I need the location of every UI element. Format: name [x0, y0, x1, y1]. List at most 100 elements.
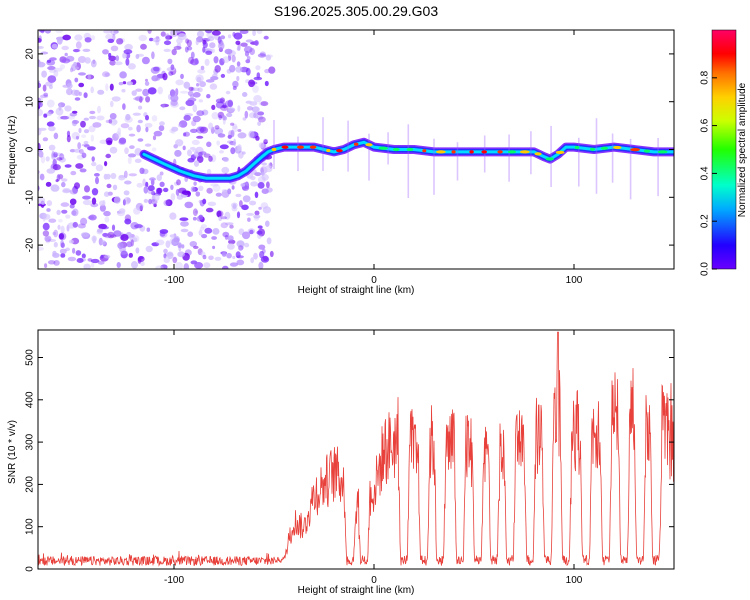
noise-speckle: [159, 121, 165, 126]
ridge-hotspot: [378, 146, 388, 150]
noise-speckle: [232, 255, 236, 260]
noise-speckle: [265, 54, 272, 61]
noise-speckle: [55, 107, 64, 116]
noise-speckle: [105, 119, 112, 124]
noise-speckle: [230, 147, 236, 155]
colorbar-tick-label: 0.4: [700, 166, 711, 180]
noise-speckle: [147, 30, 152, 34]
noise-speckle: [87, 146, 96, 151]
noise-speckle: [38, 169, 40, 174]
noise-speckle: [231, 205, 238, 212]
noise-speckle: [128, 252, 133, 258]
noise-speckle: [193, 181, 197, 186]
noise-speckle: [123, 197, 131, 205]
noise-speckle: [192, 104, 198, 113]
noise-speckle: [104, 72, 111, 77]
noise-speckle: [253, 214, 261, 219]
noise-speckle: [153, 66, 160, 72]
ridge-hotspot: [469, 150, 474, 154]
noise-speckle: [196, 83, 200, 87]
noise-speckle: [119, 250, 128, 255]
noise-speckle: [211, 236, 218, 240]
noise-speckle: [123, 190, 130, 196]
noise-speckle: [38, 142, 41, 151]
noise-speckle: [97, 228, 103, 233]
noise-speckle: [45, 237, 51, 244]
noise-speckle: [198, 99, 203, 103]
noise-speckle: [103, 191, 110, 197]
noise-speckle: [206, 94, 211, 99]
noise-speckle: [112, 133, 119, 141]
noise-speckle: [143, 198, 149, 203]
noise-speckle: [66, 134, 71, 143]
noise-speckle: [117, 242, 124, 250]
noise-speckle: [161, 103, 165, 109]
noise-speckle: [140, 43, 147, 50]
noise-speckle: [203, 153, 211, 158]
noise-speckle: [77, 142, 82, 150]
noise-speckle: [196, 76, 202, 83]
noise-speckle: [38, 127, 47, 131]
noise-speckle: [163, 257, 170, 264]
noise-speckle: [169, 237, 178, 246]
noise-speckle: [193, 245, 199, 249]
noise-speckle: [74, 97, 81, 101]
noise-speckle: [145, 181, 149, 188]
noise-speckle: [225, 222, 234, 226]
snr-frame: [37, 329, 675, 570]
noise-speckle: [184, 46, 189, 53]
noise-speckle: [38, 101, 43, 108]
noise-speckle: [133, 235, 140, 242]
noise-speckle: [183, 131, 190, 137]
noise-speckle: [219, 58, 225, 66]
noise-speckle: [149, 37, 154, 42]
noise-speckle: [40, 30, 45, 34]
noise-speckle: [97, 89, 105, 95]
ridge-hotspot: [545, 157, 554, 161]
noise-speckle: [129, 237, 138, 243]
noise-speckle: [110, 234, 117, 238]
ridge-hotspot: [451, 150, 456, 154]
noise-speckle: [196, 126, 205, 134]
noise-speckle: [134, 224, 143, 229]
noise-speckle: [202, 46, 206, 53]
noise-speckle: [151, 115, 158, 122]
noise-speckle: [232, 125, 238, 133]
noise-speckle: [74, 77, 79, 83]
noise-speckle: [138, 34, 147, 42]
noise-speckle: [85, 74, 95, 80]
noise-speckle: [70, 89, 78, 96]
noise-speckle: [220, 216, 228, 220]
noise-speckle: [258, 206, 262, 210]
noise-speckle: [118, 208, 126, 214]
noise-speckle: [137, 119, 143, 124]
noise-speckle: [227, 134, 232, 139]
noise-speckle: [71, 210, 77, 216]
noise-speckle: [175, 188, 180, 196]
noise-speckle: [178, 120, 188, 128]
colorbar: 0.0 0.2 0.4 0.6 0.8 Normalized spectral ampl…: [700, 29, 748, 276]
noise-speckle: [257, 121, 261, 126]
noise-speckle: [237, 105, 241, 112]
noise-speckle: [229, 64, 236, 73]
noise-speckle: [220, 105, 229, 111]
noise-speckle: [149, 177, 156, 181]
noise-speckle: [238, 245, 244, 251]
snr-series-line: [38, 331, 674, 567]
noise-speckle: [231, 185, 235, 190]
noise-speckle: [62, 34, 71, 41]
ridge-hotspot: [643, 149, 651, 153]
noise-speckle: [72, 66, 80, 70]
noise-speckle: [204, 227, 213, 234]
noise-speckle: [122, 199, 126, 206]
noise-speckle: [159, 229, 169, 234]
noise-speckle: [127, 126, 133, 131]
noise-speckle: [200, 65, 205, 71]
noise-speckle: [163, 248, 168, 254]
noise-speckle: [78, 127, 82, 134]
noise-speckle: [208, 122, 214, 130]
noise-speckle: [211, 104, 216, 110]
noise-speckle: [259, 51, 266, 57]
noise-speckle: [123, 170, 128, 179]
